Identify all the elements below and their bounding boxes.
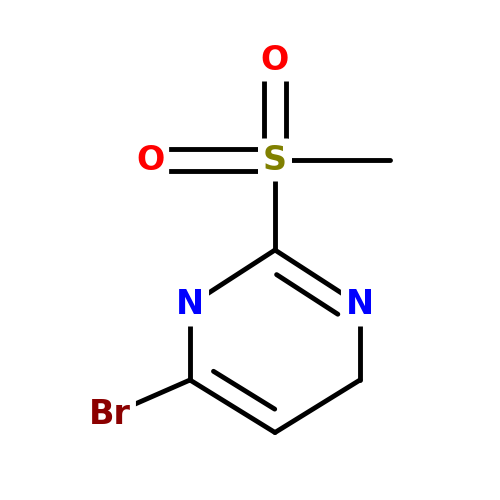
Text: S: S (263, 144, 287, 176)
Text: O: O (136, 144, 164, 176)
Text: N: N (176, 288, 204, 322)
Text: Br: Br (89, 398, 131, 432)
Text: O: O (261, 44, 289, 76)
Text: N: N (346, 288, 374, 322)
